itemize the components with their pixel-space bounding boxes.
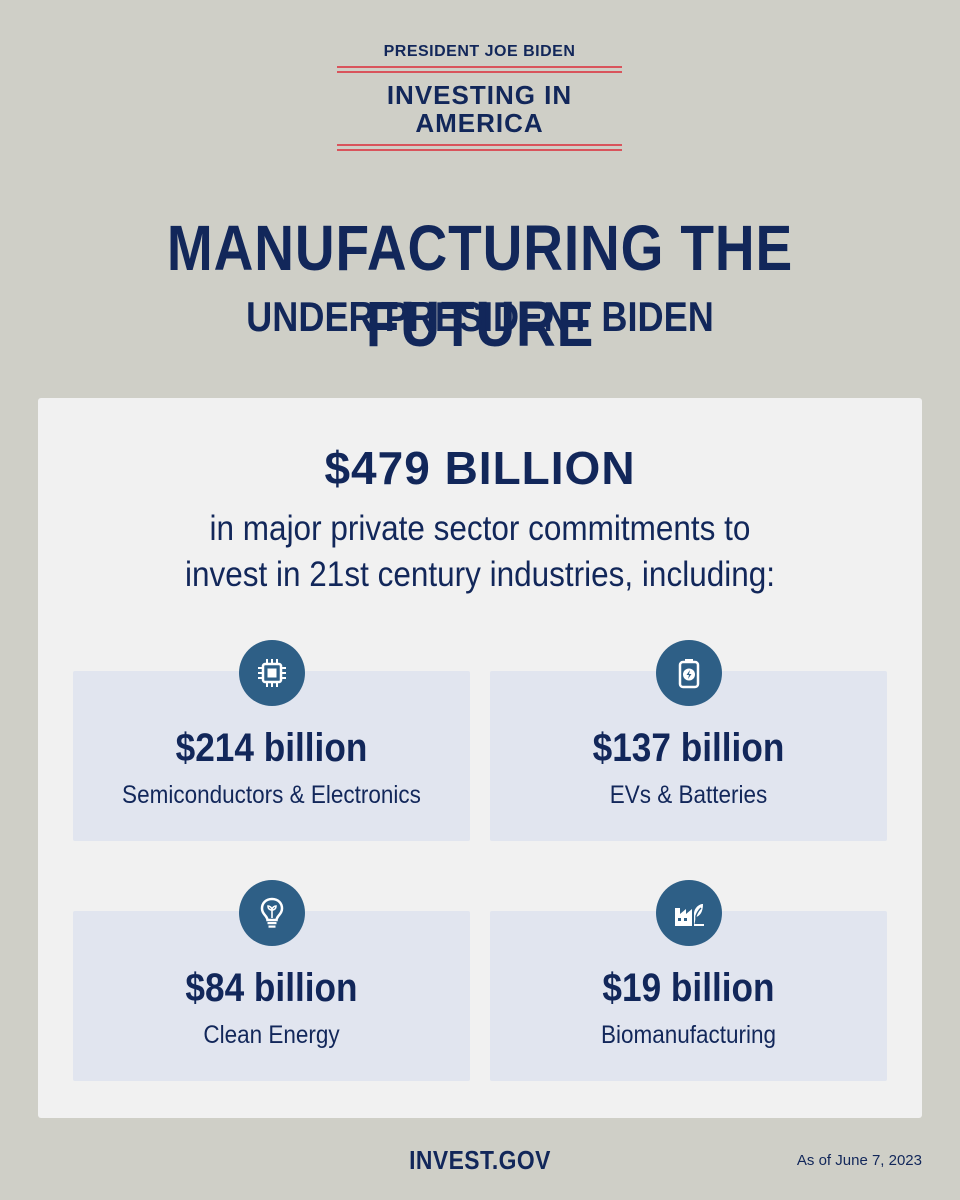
- card-amount: $214 billion: [175, 726, 368, 770]
- lightbulb-icon: [238, 880, 305, 946]
- investing-in-america-logo: PRESIDENT JOE BIDEN INVESTING IN AMERICA: [337, 38, 622, 151]
- logo-top-line: PRESIDENT JOE BIDEN: [383, 43, 576, 60]
- card-label: Semiconductors & Electronics: [122, 781, 421, 809]
- logo-main-line-2: AMERICA: [415, 108, 544, 138]
- card-evs-batteries: $137 billion EVs & Batteries: [490, 640, 887, 841]
- summary-line-2: invest in 21st century industries, inclu…: [184, 555, 776, 594]
- card-biomanufacturing: $19 billion Biomanufacturing: [490, 880, 887, 1081]
- card-amount: $137 billion: [592, 726, 785, 770]
- card-amount: $19 billion: [602, 966, 775, 1010]
- logo-main-line-1: INVESTING IN: [386, 80, 573, 110]
- chip-icon: [238, 640, 305, 706]
- summary-line-1: in major private sector commitments to: [209, 509, 751, 548]
- total-amount: $479 BILLION: [324, 442, 636, 494]
- footer-site-link[interactable]: INVEST.GOV: [409, 1145, 551, 1175]
- card-label: Biomanufacturing: [600, 1021, 777, 1049]
- card-amount: $84 billion: [185, 966, 358, 1010]
- subhead: UNDER PRESIDENT BIDEN: [246, 293, 714, 340]
- summary-description: in major private sector commitments to i…: [82, 506, 878, 598]
- logo-main-text: INVESTING IN AMERICA: [337, 73, 622, 144]
- battery-icon: [655, 640, 722, 706]
- summary-panel: $479 BILLION in major private sector com…: [38, 398, 922, 1118]
- card-label: EVs & Batteries: [609, 781, 768, 809]
- logo-rule-top: [337, 66, 622, 73]
- footer-date: As of June 7, 2023: [796, 1152, 922, 1169]
- card-clean-energy: $84 billion Clean Energy: [73, 880, 470, 1081]
- logo-rule-bottom: [337, 144, 622, 151]
- card-label: Clean Energy: [203, 1021, 340, 1049]
- card-semiconductors: $214 billion Semiconductors & Electronic…: [73, 640, 470, 841]
- headline: MANUFACTURING THE FUTURE: [166, 212, 794, 360]
- factory-leaf-icon: [655, 880, 722, 946]
